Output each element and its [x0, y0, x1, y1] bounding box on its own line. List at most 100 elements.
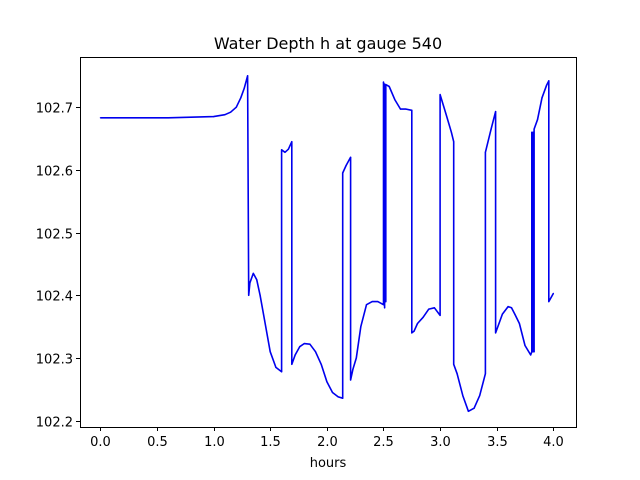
data-point [552, 292, 555, 294]
data-point [439, 94, 441, 96]
data-point [291, 363, 293, 365]
y-tick-label: 102.7 [36, 102, 73, 117]
data-point [350, 156, 352, 158]
data-point [384, 307, 386, 309]
x-tick-label: 4.0 [543, 435, 564, 450]
data-point [530, 354, 532, 356]
data-point [337, 396, 339, 398]
data-point [309, 343, 311, 345]
data-point [495, 332, 497, 334]
x-tick-label: 3.5 [487, 435, 508, 450]
data-point [249, 282, 251, 284]
data-point [287, 148, 289, 150]
data-point [291, 141, 293, 143]
data-point [548, 301, 550, 303]
data-point [507, 306, 509, 308]
data-point [411, 332, 413, 334]
data-point [230, 111, 232, 113]
data-point [371, 301, 373, 303]
y-tick-label: 102.6 [36, 165, 73, 180]
data-point [394, 99, 396, 101]
data-point [453, 363, 455, 365]
data-point [294, 354, 296, 356]
data-point [462, 395, 464, 397]
data-point [450, 131, 452, 133]
data-point [243, 87, 245, 89]
data-point [416, 322, 419, 325]
data-point [342, 172, 344, 174]
data-point [514, 313, 516, 315]
data-point [303, 343, 305, 345]
data-point [190, 116, 192, 118]
data-point [235, 106, 237, 108]
data-point [531, 351, 533, 353]
data-point [405, 108, 407, 110]
data-point [484, 151, 486, 153]
data-point [342, 397, 344, 399]
data-point [167, 117, 169, 119]
data-point [533, 128, 535, 130]
data-points [99, 75, 555, 412]
data-point [422, 316, 424, 318]
data-point [256, 279, 258, 281]
data-point [510, 307, 513, 309]
data-point [360, 326, 362, 328]
data-point [399, 108, 402, 110]
data-point [284, 151, 286, 153]
x-axis-label: hours [310, 456, 347, 471]
data-point [533, 351, 535, 353]
data-point [411, 109, 413, 111]
data-point [377, 301, 379, 303]
x-tick-label: 0.0 [90, 435, 111, 450]
data-point [252, 272, 254, 274]
data-point [532, 351, 534, 353]
x-tick-label: 2.5 [373, 435, 394, 450]
data-point [382, 81, 385, 83]
data-point [388, 85, 390, 88]
axis-ticks: 0.0 0.5 1.0 1.5 2.0 2.5 3.0 3.5 4.0 102.2 102.3 102… [36, 102, 564, 451]
data-point [122, 117, 124, 119]
y-tick-label: 102.3 [36, 353, 73, 368]
data-point [145, 117, 147, 119]
data-point [385, 301, 387, 303]
y-tick-label: 102.5 [36, 228, 73, 243]
data-point [445, 112, 447, 114]
x-tick-label: 3.0 [430, 435, 451, 450]
data-point [259, 294, 261, 296]
data-point [99, 117, 101, 119]
data-point [484, 373, 486, 375]
x-tick-label: 1.0 [204, 435, 225, 450]
x-tick-label: 0.5 [147, 435, 168, 450]
data-point [365, 304, 368, 306]
data-point [281, 149, 283, 151]
data-point [345, 164, 347, 167]
data-point [355, 357, 357, 359]
data-point [467, 410, 469, 412]
data-point [439, 314, 441, 316]
data-point [536, 119, 539, 121]
data-point [314, 351, 317, 353]
data-point [428, 308, 430, 310]
data-point [264, 319, 266, 321]
data-point [281, 371, 283, 373]
data-point [248, 294, 250, 296]
data-point [269, 351, 271, 353]
data-point [524, 344, 526, 347]
x-tick-label: 2.0 [317, 435, 338, 450]
data-point [495, 111, 497, 113]
data-point [320, 363, 322, 365]
data-point [382, 304, 385, 306]
data-point [548, 80, 550, 82]
x-tick-label: 1.5 [260, 435, 281, 450]
data-point [433, 307, 435, 309]
data-point [326, 381, 328, 383]
data-point [501, 313, 503, 315]
data-point [384, 83, 386, 85]
data-point [413, 330, 415, 332]
data-point [350, 379, 352, 381]
data-point [531, 131, 533, 133]
data-point [299, 346, 301, 348]
data-point [385, 84, 387, 86]
